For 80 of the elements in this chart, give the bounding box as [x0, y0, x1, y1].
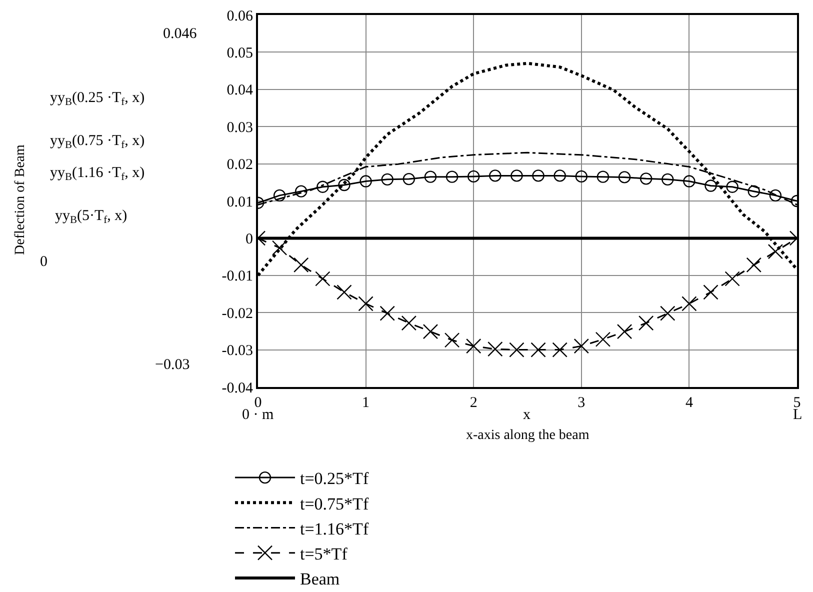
text: L — [793, 407, 802, 423]
text: yy$_{B}$(1.16 ·T$_{f}$, x) — [50, 165, 145, 184]
point — [422, 324, 438, 340]
x-tick-label: 2 — [470, 395, 478, 411]
point — [315, 271, 330, 286]
legend-label: t=0.75*Tf — [300, 494, 369, 514]
point — [640, 172, 652, 185]
point — [530, 342, 546, 358]
x-tick-label: 1 — [362, 395, 370, 411]
point — [488, 341, 503, 357]
point — [273, 189, 286, 202]
x-tick-label: 3 — [578, 395, 586, 411]
y-tick-label: -0.03 — [222, 343, 253, 360]
y-tick-label: 0.04 — [226, 82, 254, 99]
point — [574, 338, 589, 354]
point — [638, 315, 654, 331]
point — [272, 240, 288, 256]
y-tick-label: -0.04 — [222, 380, 254, 396]
point — [703, 284, 718, 300]
text: 0.046 — [163, 26, 198, 42]
y-tick-label: 0.01 — [226, 194, 253, 210]
point — [509, 342, 524, 358]
y-tick-label: 0 — [246, 231, 253, 248]
point — [381, 173, 394, 186]
point — [444, 332, 460, 348]
point — [704, 180, 717, 192]
point — [358, 296, 374, 312]
point — [295, 185, 308, 198]
point — [424, 170, 437, 183]
point — [596, 170, 610, 183]
text: Deflection of Beam — [13, 144, 28, 255]
point — [660, 306, 676, 321]
y-tick-label: -0.01 — [222, 268, 253, 285]
point — [468, 170, 480, 183]
point — [682, 296, 697, 312]
point — [510, 170, 523, 182]
point — [401, 315, 417, 331]
point — [769, 189, 782, 202]
text: yy$_{B}$(0.25 ·T$_{f}$, x) — [50, 90, 145, 108]
point — [338, 178, 350, 192]
y-tick-label: -0.02 — [222, 306, 253, 322]
point — [662, 173, 674, 186]
point — [360, 175, 372, 188]
y-tick-label: 0.06 — [226, 8, 254, 24]
text: −0.03 — [155, 357, 190, 373]
point — [554, 170, 566, 182]
point — [595, 332, 611, 347]
text: x — [523, 407, 531, 423]
point — [746, 257, 762, 273]
point — [683, 175, 696, 188]
point — [768, 244, 784, 260]
x-axis-title: x-axis along the beam — [466, 428, 590, 443]
text: yy$_{B}$(5·T$_{f}$, x) — [55, 208, 128, 226]
point — [532, 170, 544, 182]
point — [618, 171, 631, 184]
y-tick-label: 0.05 — [226, 45, 253, 62]
point — [724, 271, 740, 286]
legend-label: t=1.16*Tf — [300, 519, 369, 538]
point — [380, 306, 395, 321]
point — [402, 172, 416, 186]
point — [466, 338, 482, 354]
y-tick-label: 0.02 — [226, 157, 253, 174]
legend-label: t=0.25*Tf — [300, 469, 369, 488]
text: 0 · m — [242, 407, 274, 423]
point — [446, 170, 458, 183]
point — [316, 180, 329, 193]
text: yy$_{B}$(0.75 ·T$_{f}$, x) — [50, 133, 145, 152]
y-tick-label: 0.03 — [226, 120, 253, 136]
point — [489, 170, 502, 182]
legend-label: Beam — [300, 570, 340, 589]
legend-label: t=5*Tf — [300, 544, 348, 564]
point — [575, 170, 588, 183]
point — [726, 180, 738, 193]
point — [616, 324, 632, 340]
point — [552, 342, 568, 358]
point — [748, 185, 760, 198]
point — [294, 257, 309, 273]
text: 0 — [40, 254, 48, 270]
x-tick-label: 4 — [685, 395, 694, 411]
point — [336, 284, 352, 300]
